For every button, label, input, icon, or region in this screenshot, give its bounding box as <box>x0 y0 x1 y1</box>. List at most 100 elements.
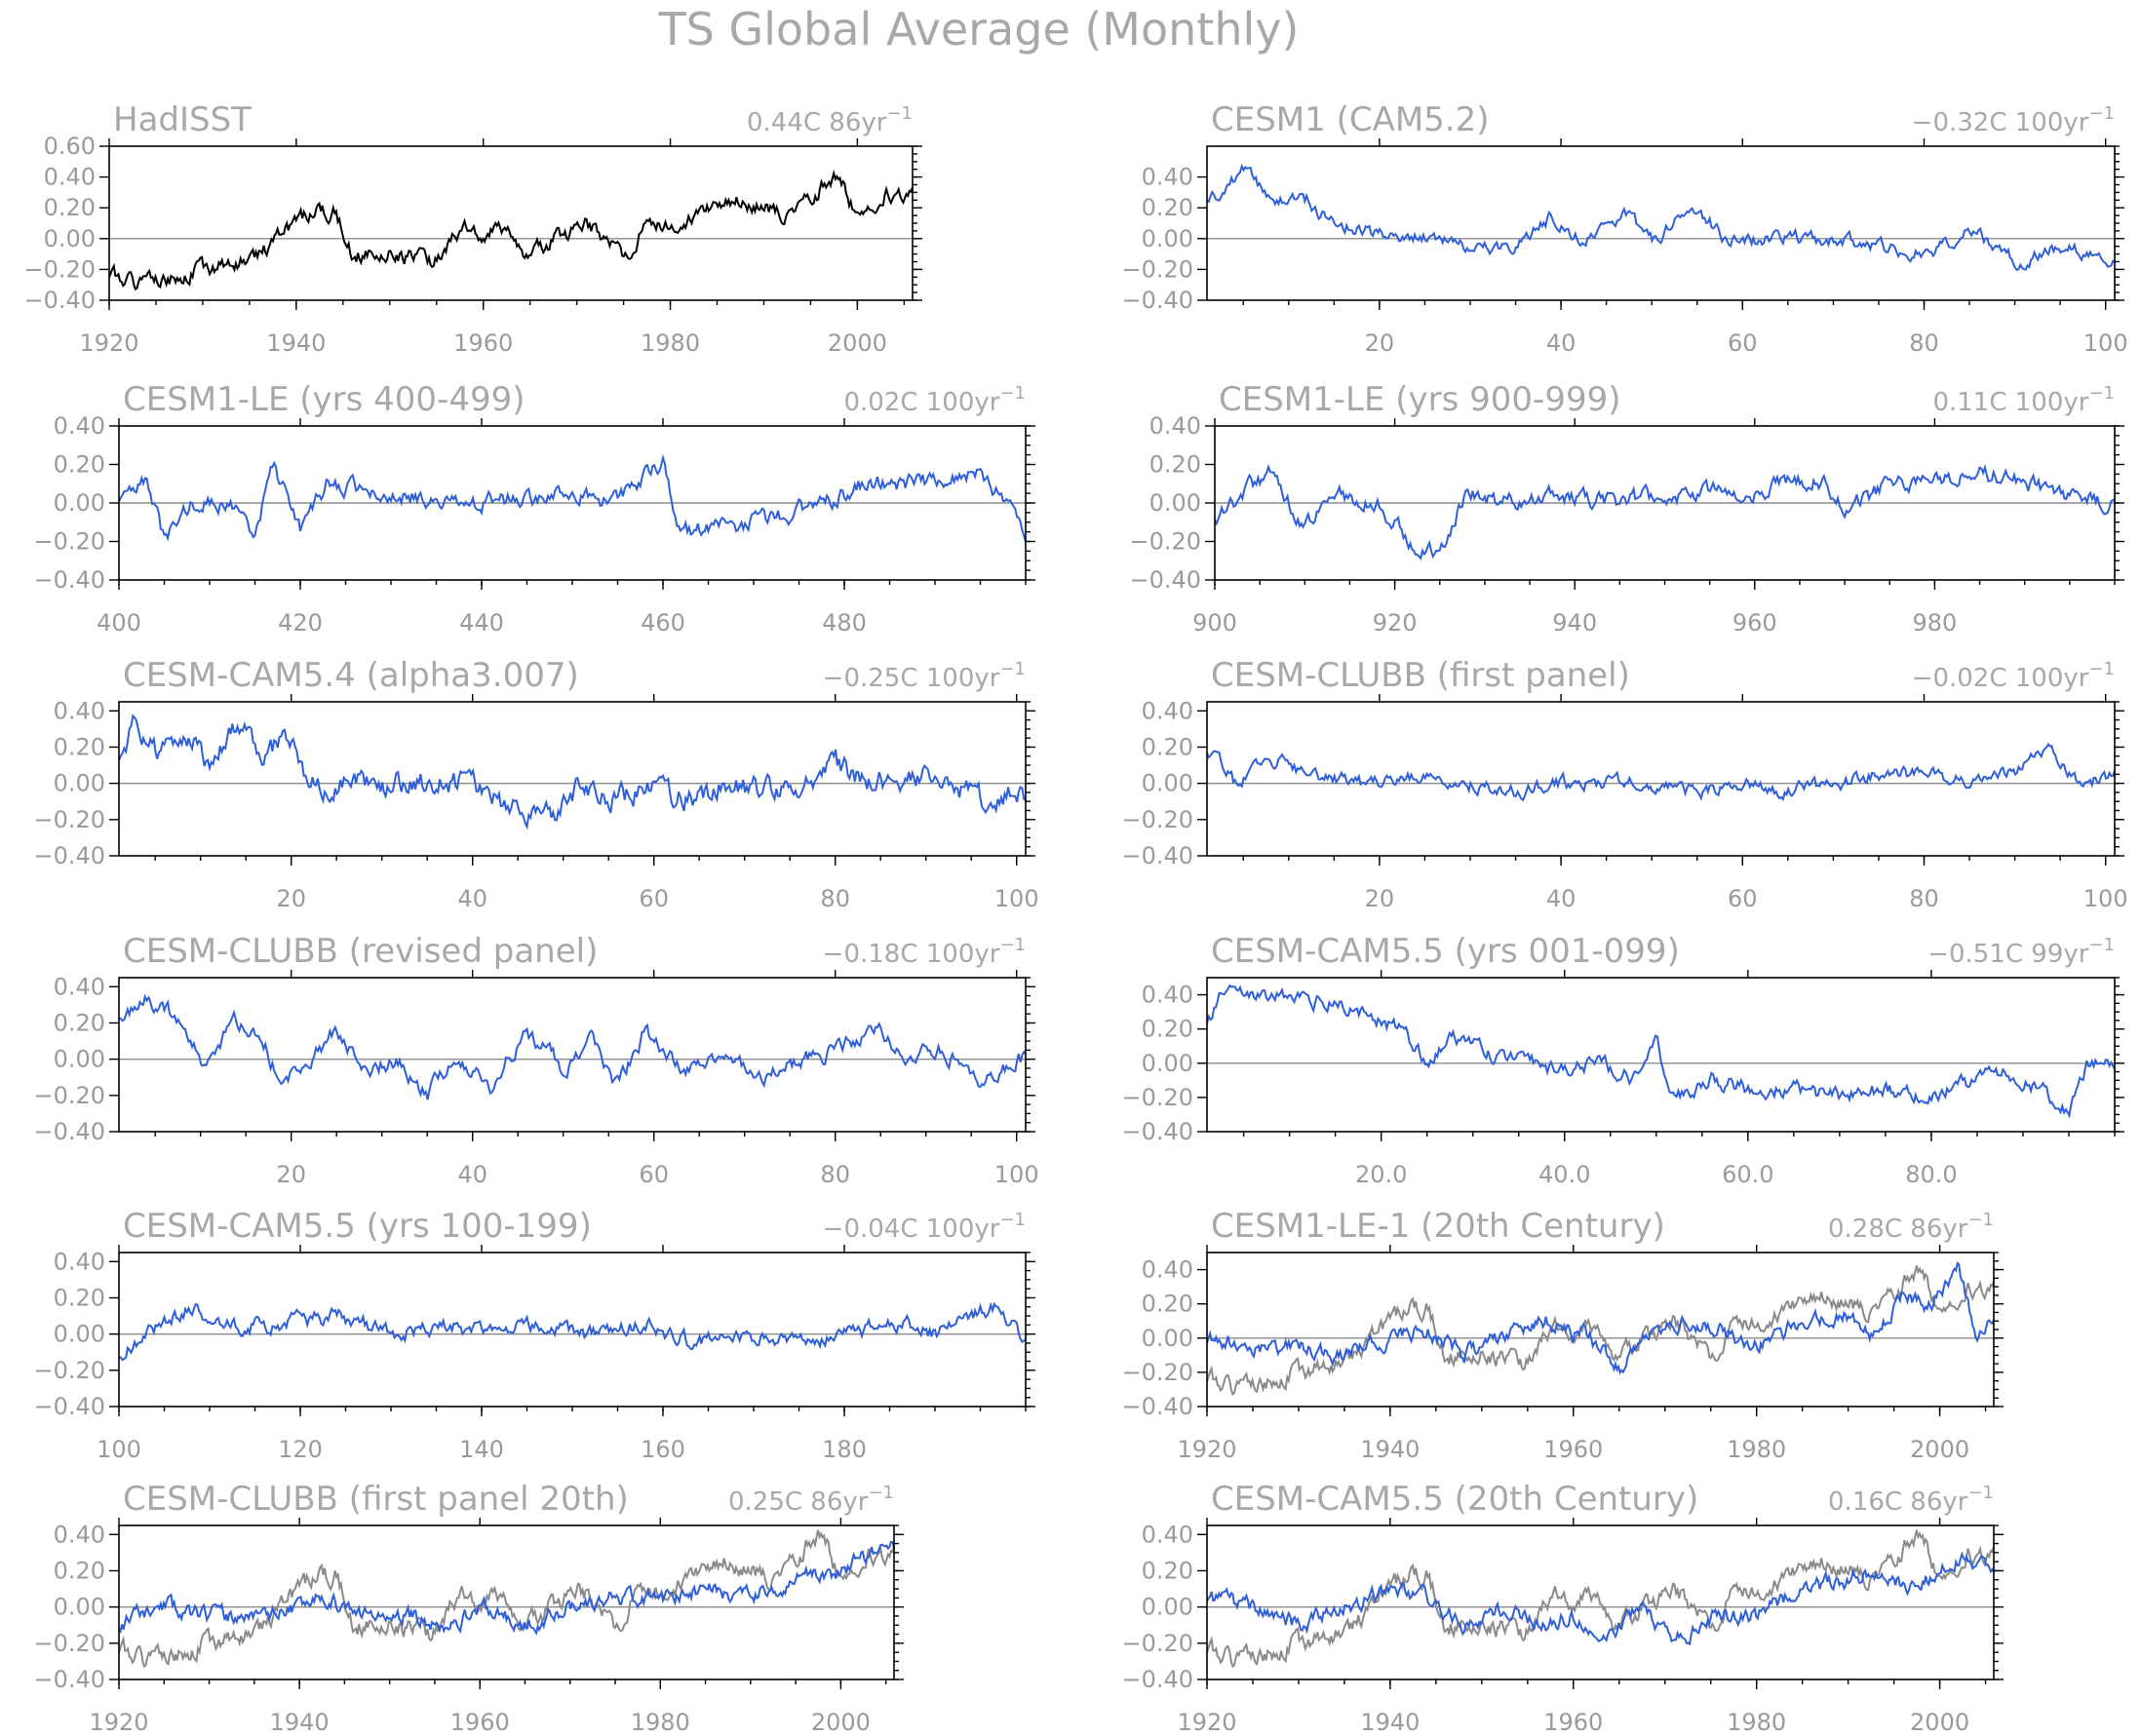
trend-exponent: −1 <box>1967 1210 1994 1230</box>
y-tick-label: 0.20 <box>1142 1557 1193 1584</box>
y-tick-label: 0.00 <box>1142 1050 1193 1077</box>
y-tick-label: 0.00 <box>54 1594 105 1621</box>
plot-frame <box>1206 1252 1995 1408</box>
y-tick-label: −0.40 <box>1121 842 1193 869</box>
trend-exponent: −1 <box>999 935 1026 955</box>
x-tick-label: 100 <box>2083 329 2128 357</box>
figure-title: TS Global Average (Monthly) <box>658 3 1300 56</box>
x-tick-label: 2000 <box>1910 1436 1969 1463</box>
x-tick-label: 2000 <box>1910 1709 1969 1736</box>
trend-label: 0.44C 86yr−1 <box>747 103 913 137</box>
y-tick-label: 0.40 <box>54 697 105 724</box>
x-tick-label: 420 <box>278 609 323 637</box>
y-tick-label: 0.20 <box>54 451 105 479</box>
x-tick-label: 1980 <box>631 1709 690 1736</box>
y-tick-label: 0.40 <box>1142 982 1193 1009</box>
x-tick-label: 80 <box>1909 885 1939 912</box>
series-line-model <box>1214 463 2116 560</box>
x-tick-label: 2000 <box>811 1709 871 1736</box>
y-tick-label: 0.40 <box>1142 1256 1193 1284</box>
series-line-obs <box>108 169 914 291</box>
y-tick-label: 0.40 <box>54 973 105 1000</box>
y-tick-label: −0.40 <box>1129 566 1201 594</box>
x-tick-label: 60 <box>639 885 669 912</box>
trend-label: −0.18C 100yr−1 <box>823 935 1026 969</box>
panels: HadISST 0.44C 86yr−1 0.60 0.40 0.20 0.00 −0.20… <box>23 100 2127 1736</box>
y-tick-label: 0.20 <box>54 1557 105 1584</box>
x-tick-label: 920 <box>1373 609 1418 637</box>
y-tick-label: −0.20 <box>33 1357 105 1384</box>
x-tick-label: 1940 <box>1360 1436 1420 1463</box>
x-tick-label: 900 <box>1192 609 1237 637</box>
y-tick-label: 0.40 <box>1149 412 1201 440</box>
y-tick-label: −0.20 <box>33 528 105 556</box>
panel-title: CESM-CLUBB (revised panel) <box>123 932 598 971</box>
panel-title: CESM-CAM5.5 (20th Century) <box>1211 1480 1698 1519</box>
plot-frame <box>108 145 914 301</box>
series-line-obs_overlay <box>118 1529 895 1669</box>
panel-9: CESM-CAM5.5 (yrs 100-199) −0.04C 100yr−1 0… <box>33 1207 1035 1463</box>
x-tick-label: 180 <box>822 1436 867 1463</box>
y-tick-label: 0.20 <box>1142 1291 1193 1318</box>
y-tick-label: −0.40 <box>33 1393 105 1420</box>
y-tick-label: −0.40 <box>1121 287 1193 314</box>
y-tick-label: 0.40 <box>1142 164 1193 191</box>
y-tick-label: −0.40 <box>1121 1393 1193 1420</box>
series-line-obs_overlay <box>1206 1265 1995 1396</box>
x-tick-label: 20.0 <box>1355 1161 1407 1188</box>
x-tick-label: 80 <box>820 1161 850 1188</box>
y-tick-label: −0.20 <box>1129 528 1201 556</box>
y-tick-label: 0.20 <box>1142 194 1193 221</box>
y-tick-label: −0.40 <box>23 287 96 314</box>
panel-5: CESM-CAM5.4 (alpha3.007) −0.25C 100yr−1 0.… <box>33 656 1038 912</box>
plot-frame <box>1206 1524 1995 1680</box>
trend-label: 0.28C 86yr−1 <box>1828 1210 1994 1244</box>
x-tick-label: 20 <box>276 1161 306 1188</box>
y-tick-label: 0.00 <box>54 770 105 797</box>
y-tick-label: −0.40 <box>33 566 105 594</box>
y-tick-label: 0.20 <box>54 1284 105 1311</box>
y-tick-label: −0.20 <box>1121 255 1193 283</box>
plot-frame <box>118 1252 1027 1408</box>
y-tick-label: −0.20 <box>33 1630 105 1657</box>
x-tick-label: 1920 <box>89 1709 148 1736</box>
x-tick-label: 1960 <box>1543 1436 1603 1463</box>
plot-frame <box>1206 701 2116 857</box>
panel-title: CESM-CAM5.5 (yrs 001-099) <box>1211 932 1680 971</box>
y-tick-label: 0.20 <box>44 194 96 221</box>
series-line-model <box>118 1540 895 1636</box>
y-tick-label: 0.40 <box>1142 697 1193 724</box>
y-tick-label: −0.40 <box>1121 1118 1193 1145</box>
panel-10: CESM1-LE-1 (20th Century) 0.28C 86yr−1 0.4… <box>1121 1207 2004 1463</box>
trend-label: −0.25C 100yr−1 <box>823 659 1026 693</box>
trend-label: −0.02C 100yr−1 <box>1912 659 2115 693</box>
x-tick-label: 1960 <box>1543 1709 1603 1736</box>
panel-12: CESM-CAM5.5 (20th Century) 0.16C 86yr−1 0.… <box>1121 1480 2004 1736</box>
series-line-model <box>1206 163 2116 272</box>
trend-exponent: −1 <box>1967 1483 1994 1503</box>
y-tick-label: 0.20 <box>1142 733 1193 760</box>
series-line-model <box>1206 984 2116 1119</box>
y-tick-label: −0.20 <box>33 1082 105 1109</box>
series-line-model <box>1206 1551 1995 1646</box>
x-tick-label: 60 <box>1728 329 1758 357</box>
panel-title: HadISST <box>113 100 252 139</box>
x-tick-label: 940 <box>1552 609 1597 637</box>
trend-label: 0.25C 86yr−1 <box>728 1483 894 1517</box>
x-tick-label: 20 <box>1365 329 1395 357</box>
panel-4: CESM1-LE (yrs 900-999) 0.11C 100yr−1 0.40 0… <box>1129 380 2124 637</box>
panel-2: CESM1 (CAM5.2) −0.32C 100yr−1 0.40 0.20 0.00… <box>1121 100 2127 357</box>
y-tick-label: 0.00 <box>1142 1325 1193 1352</box>
x-tick-label: 40 <box>457 1161 487 1188</box>
plot-frame <box>118 701 1027 857</box>
series-line-model <box>118 453 1027 543</box>
x-tick-label: 120 <box>278 1436 323 1463</box>
x-tick-label: 1940 <box>1360 1709 1420 1736</box>
y-tick-label: 0.20 <box>54 1009 105 1036</box>
x-tick-label: 20 <box>1365 885 1395 912</box>
x-tick-label: 60 <box>1728 885 1758 912</box>
x-tick-label: 980 <box>1912 609 1957 637</box>
trend-exponent: −1 <box>2088 383 2115 404</box>
y-tick-label: 0.00 <box>54 489 105 517</box>
panel-6: CESM-CLUBB (first panel) −0.02C 100yr−1 0.… <box>1121 656 2127 912</box>
